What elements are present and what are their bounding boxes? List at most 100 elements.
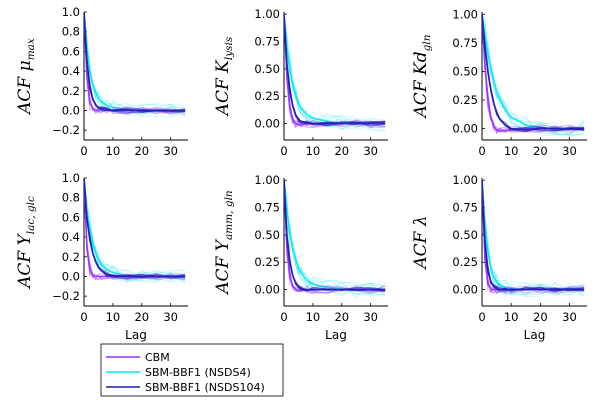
y-axis-label: ACF Ylac, glc [15, 196, 37, 290]
series-line-cbm [284, 180, 386, 294]
y-tick-label: 0.0 [62, 103, 80, 117]
x-tick-label: 10 [504, 144, 519, 158]
series-line-nsds4 [284, 14, 386, 129]
series-line-nsds4 [284, 180, 386, 297]
x-axis-label: Lag [125, 328, 147, 342]
y-tick-label: 0.8 [62, 191, 80, 205]
y-tick-label: 0.50 [452, 228, 478, 242]
x-tick-label: 10 [306, 310, 321, 324]
panel-6: 0.00 0.25 0.50 0.75 1.00 0 10 20 30 ACF λ Lag [411, 173, 587, 342]
panel-5: 0.00 0.25 0.50 0.75 1.00 0 10 20 30 ACF Yamm, gln… [213, 173, 388, 342]
series-line-nsds104 [482, 180, 585, 292]
y-tick-label: 0.0 [62, 269, 80, 283]
series-line-cbm [284, 14, 386, 128]
series-line-nsds104 [482, 180, 585, 292]
series-line-nsds4 [284, 14, 386, 132]
x-tick-label: 0 [478, 310, 485, 324]
series-line-cbm [482, 14, 585, 135]
series-mean-nsds104 [284, 180, 386, 291]
y-tick-label: 0.75 [452, 36, 478, 50]
x-tick-label: 0 [280, 310, 287, 324]
x-tick-label: 30 [363, 144, 378, 158]
series-line-nsds4 [284, 180, 386, 296]
x-tick-label: 30 [562, 310, 577, 324]
y-tick-label: 1.00 [452, 173, 478, 187]
series-mean-nsds104 [84, 177, 186, 278]
series-line-nsds4 [284, 180, 386, 288]
series-line-nsds4 [284, 14, 386, 130]
series-line-nsds4 [284, 180, 386, 298]
x-tick-label: 0 [80, 144, 87, 158]
series-line-nsds4 [284, 14, 386, 128]
panel-2: 0.00 0.25 0.50 0.75 1.00 0 10 20 30 ACF Klysis [213, 7, 388, 158]
legend-label: CBM [145, 351, 170, 364]
panel-1: −0.2 0.0 0.2 0.4 0.6 0.8 1.0 0 10 20 30 ACF μmax [15, 5, 188, 158]
y-tick-label: 0.00 [452, 283, 478, 297]
series-line-nsds4 [482, 180, 585, 295]
y-tick-label: 0.00 [452, 122, 478, 136]
series-mean-nsds104 [482, 14, 585, 131]
series-line-nsds4 [482, 14, 585, 132]
x-tick-label: 0 [80, 310, 87, 324]
series-line-nsds4 [482, 180, 585, 297]
x-tick-label: 10 [504, 310, 519, 324]
series-line-nsds4 [482, 14, 585, 136]
x-tick-label: 20 [334, 144, 349, 158]
y-tick-label: 0.00 [254, 117, 280, 131]
series-line-nsds4 [284, 180, 386, 297]
panel-4: −0.2 0.0 0.2 0.4 0.6 0.8 1.0 0 10 20 30 ACF Ylac, g… [15, 171, 188, 342]
series-group [284, 180, 386, 298]
x-tick-label: 30 [562, 144, 577, 158]
legend-label: SBM-BBF1 (NSDS104) [145, 381, 265, 394]
y-tick-label: 0.75 [254, 201, 280, 215]
series-line-nsds4 [482, 180, 585, 297]
series-line-nsds4 [84, 177, 186, 283]
y-tick-label: 0.8 [62, 25, 80, 39]
y-tick-label: 0.50 [254, 62, 280, 76]
y-tick-label: −0.2 [52, 289, 80, 303]
legend: CBM SBM-BBF1 (NSDS4) SBM-BBF1 (NSDS104) [100, 343, 284, 397]
series-mean-nsds4 [84, 177, 186, 278]
series-line-nsds4 [482, 14, 585, 137]
series-mean-cbm [482, 180, 585, 291]
x-axis-label: Lag [325, 328, 347, 342]
y-tick-label: 0.75 [452, 201, 478, 215]
y-axis-label: ACF Klysis [213, 36, 235, 117]
x-tick-label: 10 [306, 144, 321, 158]
y-tick-label: 0.4 [62, 230, 80, 244]
x-tick-label: 20 [134, 310, 149, 324]
series-line-nsds104 [482, 180, 585, 293]
series-line-nsds4 [482, 14, 585, 136]
series-mean-nsds104 [84, 11, 186, 112]
y-tick-label: 1.00 [254, 7, 280, 21]
x-tick-label: 30 [163, 310, 178, 324]
y-tick-label: 0.25 [254, 89, 280, 103]
x-tick-label: 30 [163, 144, 178, 158]
y-tick-label: −0.2 [52, 123, 80, 137]
series-group [482, 180, 585, 297]
series-line-cbm [284, 180, 386, 294]
x-tick-label: 20 [533, 144, 548, 158]
series-line-nsds4 [284, 180, 386, 295]
series-group [482, 14, 585, 137]
x-tick-label: 20 [533, 310, 548, 324]
series-line-nsds4 [284, 180, 386, 295]
y-tick-label: 0.4 [62, 64, 80, 78]
y-axis-label: ACF μmax [15, 38, 37, 116]
series-mean-nsds4 [482, 180, 585, 291]
series-line-nsds4 [284, 14, 386, 131]
series-line-nsds4 [284, 180, 386, 296]
y-tick-label: 0.2 [62, 84, 80, 98]
y-tick-label: 1.0 [62, 171, 80, 185]
x-tick-label: 0 [280, 144, 287, 158]
series-line-cbm [284, 180, 386, 294]
series-line-nsds4 [482, 14, 585, 136]
series-group [84, 11, 186, 118]
y-tick-label: 0.6 [62, 210, 80, 224]
y-tick-label: 0.00 [254, 283, 280, 297]
y-tick-label: 1.00 [254, 173, 280, 187]
series-line-cbm [284, 180, 386, 294]
y-tick-label: 0.2 [62, 250, 80, 264]
series-line-nsds4 [84, 11, 186, 118]
